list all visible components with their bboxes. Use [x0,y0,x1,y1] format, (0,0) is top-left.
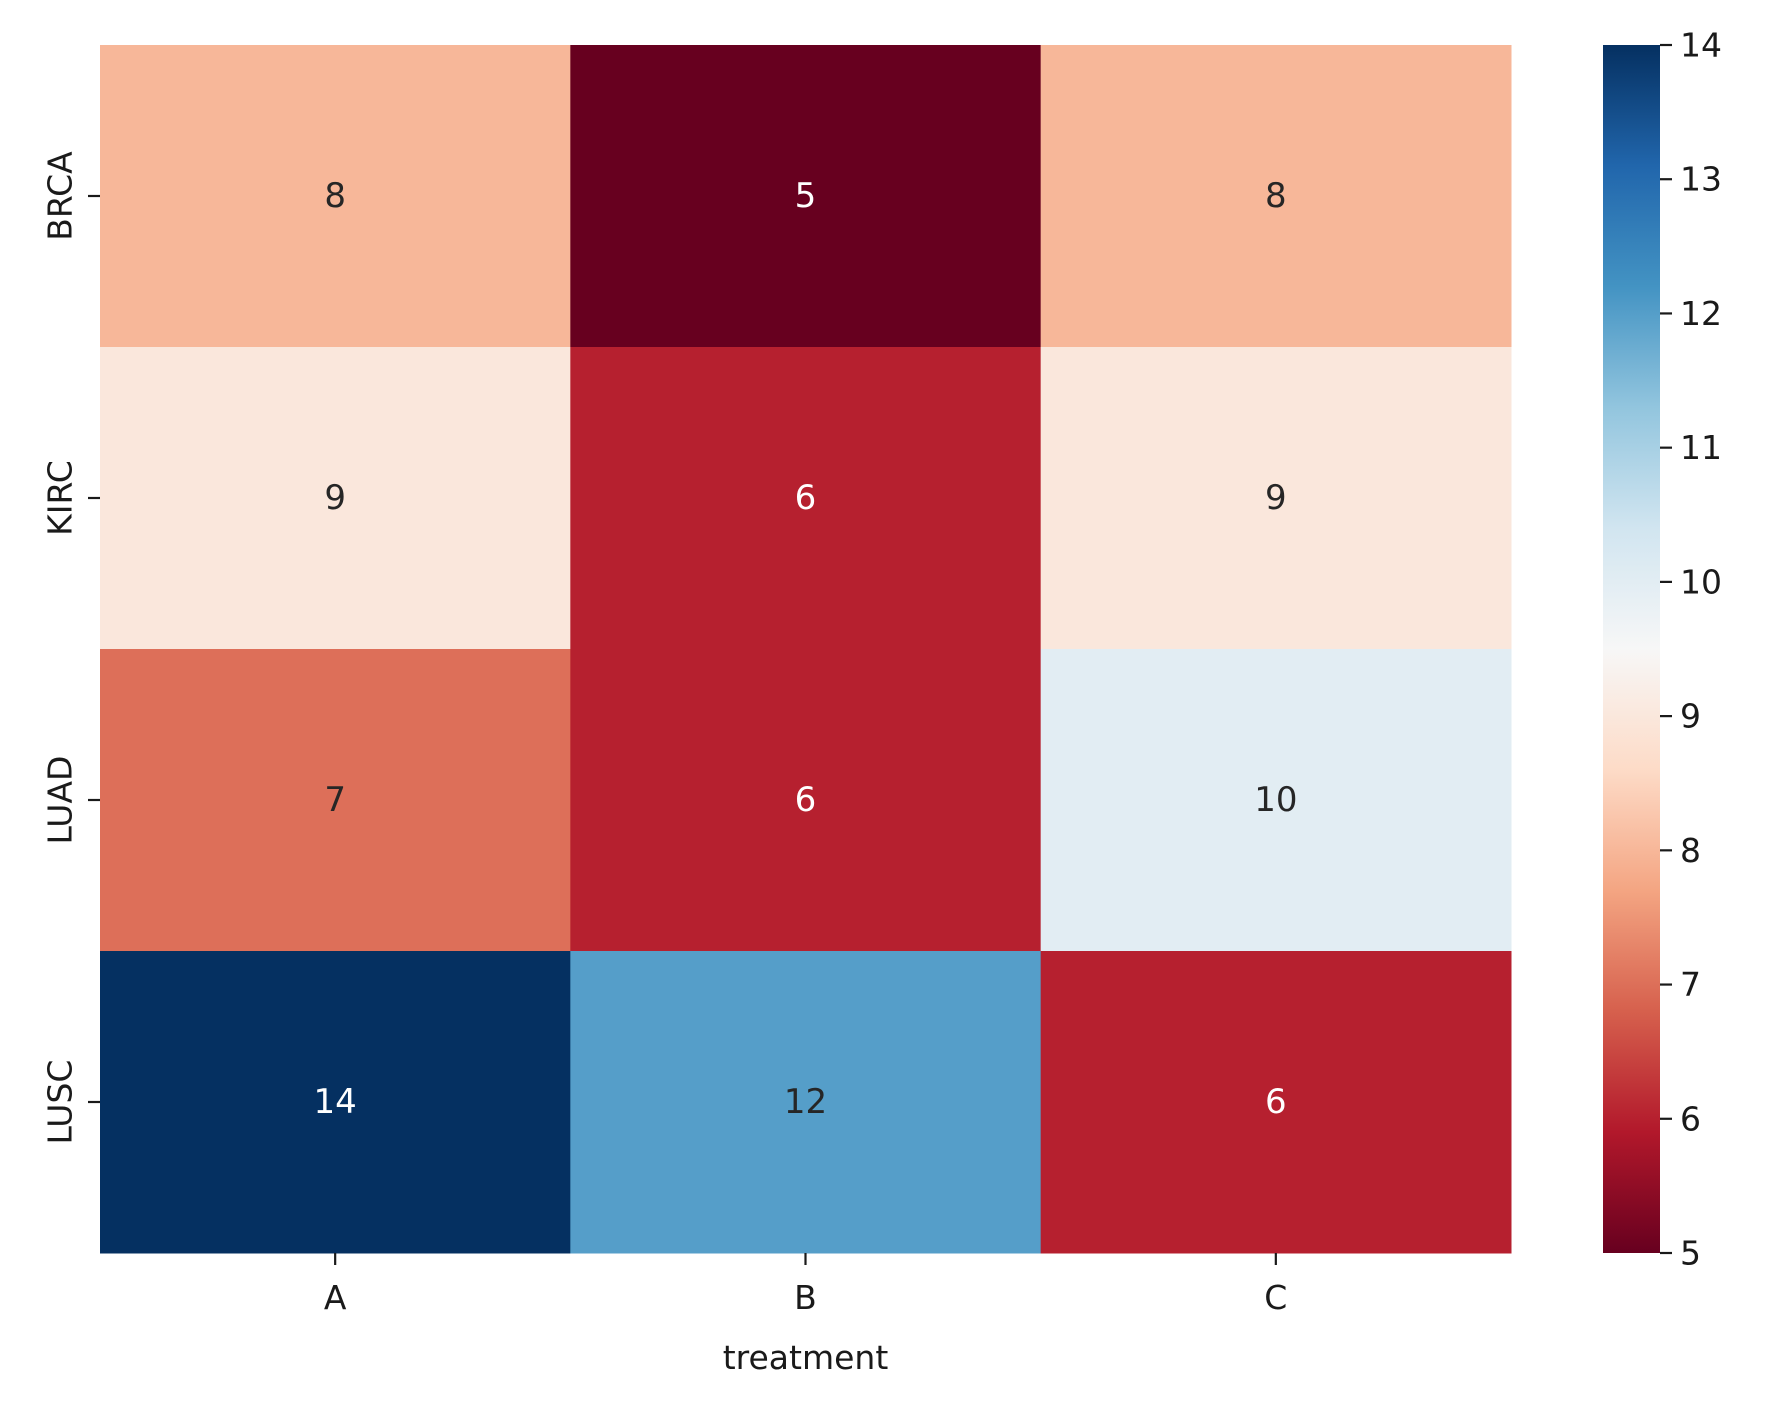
heatmap-cell [100,347,571,650]
cell-value-label: 8 [1265,176,1287,216]
cell-value-label: 9 [324,478,346,518]
cell-value-label: 9 [1265,478,1287,518]
colorbar-tick-label: 6 [1680,1099,1701,1138]
heatmap-cell [570,649,1042,952]
x-tick-label: B [794,1278,817,1317]
heatmap-cell [1040,347,1512,650]
heatmap-cell [1040,45,1512,348]
heatmap-cell [1040,951,1512,1254]
y-tick-label: LUSC [41,1060,80,1145]
heatmap-cell [570,951,1042,1254]
colorbar-tick-label: 11 [1680,428,1722,467]
heatmap-cell [100,45,571,348]
cell-value-label: 6 [795,478,817,518]
colorbar-tick-label: 13 [1680,160,1722,199]
x-tick-label: A [324,1278,347,1317]
heatmap-cells [100,45,1512,1254]
cell-value-label: 7 [324,780,346,820]
colorbar-ticks: 5 6 7 8 9 10 11 12 13 14 [1660,26,1722,1273]
y-axis: BRCA KIRC LUAD LUSC [41,151,100,1145]
colorbar-tick-label: 9 [1680,697,1701,736]
cell-value-label: 6 [795,780,817,820]
y-tick-label: KIRC [41,460,80,536]
heatmap-cell [1040,649,1512,952]
colorbar-tick-label: 10 [1680,562,1722,601]
x-axis-label: treatment [723,1338,889,1377]
cell-value-label: 10 [1254,780,1297,820]
heatmap-cell [100,951,571,1254]
colorbar-tick-label: 5 [1680,1234,1701,1273]
cell-value-label: 12 [784,1082,827,1122]
colorbar-tick-label: 7 [1680,965,1701,1004]
heatmap-cell [570,45,1042,348]
cell-value-label: 5 [795,176,817,216]
colorbar [1603,45,1660,1253]
x-axis: A B C [324,1253,1287,1317]
cell-value-label: 8 [324,176,346,216]
cell-value-label: 14 [314,1082,357,1122]
x-tick-label: C [1264,1278,1287,1317]
y-tick-label: LUAD [41,756,80,845]
colorbar-tick-label: 14 [1680,26,1722,65]
colorbar-tick-label: 8 [1680,831,1701,870]
cell-value-label: 6 [1265,1082,1287,1122]
heatmap-cell [100,649,571,952]
heatmap-annotations: 8 5 8 9 6 9 7 6 10 14 12 6 [314,176,1298,1122]
colorbar-tick-label: 12 [1680,294,1722,333]
heatmap-cell [570,347,1042,650]
y-tick-label: BRCA [41,151,80,241]
